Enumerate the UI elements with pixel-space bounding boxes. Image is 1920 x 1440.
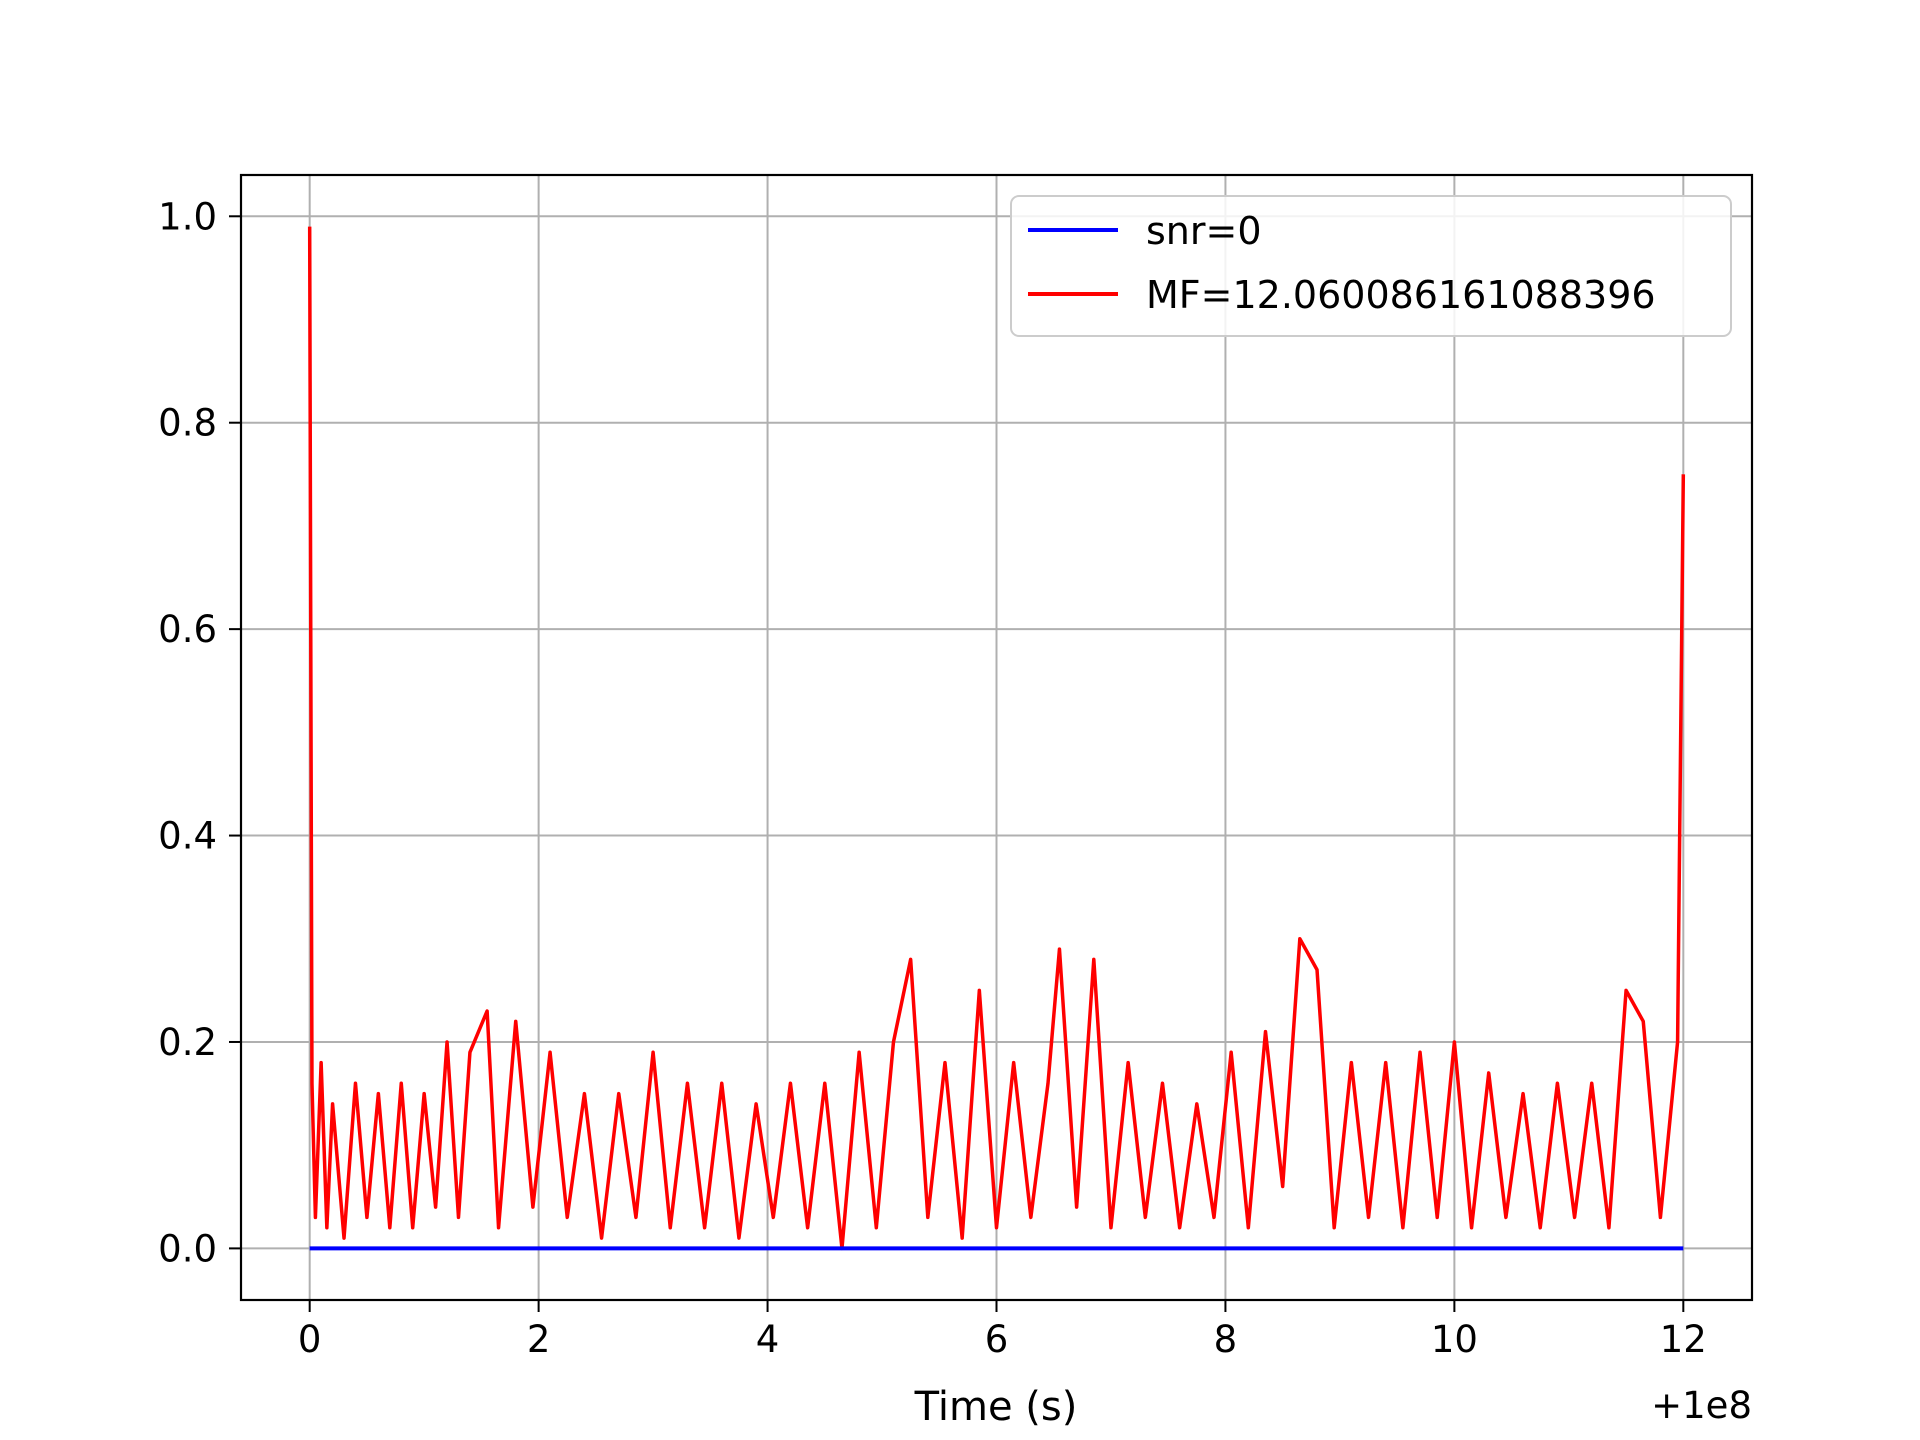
y-tick-label: 0.8 <box>158 402 217 445</box>
x-axis-ticks: 0 2 4 6 8 10 12 <box>298 1300 1707 1361</box>
series-line-mf <box>307 226 1686 1251</box>
y-tick-label: 0.2 <box>158 1021 217 1064</box>
x-tick-label: 8 <box>1214 1318 1238 1361</box>
y-tick-label: 0.0 <box>158 1227 217 1270</box>
x-tick-label: 12 <box>1660 1318 1707 1361</box>
y-tick-label: 0.4 <box>158 815 217 858</box>
x-tick-label: 0 <box>298 1318 322 1361</box>
legend-label-mf: MF=12.060086161088396 <box>1146 273 1656 317</box>
x-axis-offset-label: +1e8 <box>1651 1384 1752 1427</box>
y-tick-label: 1.0 <box>158 195 217 238</box>
legend: snr=0 MF=12.060086161088396 <box>1010 195 1732 337</box>
plot-lines <box>307 226 1686 1251</box>
x-tick-label: 6 <box>985 1318 1009 1361</box>
x-axis-label: Time (s) <box>914 1384 1078 1430</box>
x-tick-label: 4 <box>756 1318 780 1361</box>
legend-frame <box>1010 195 1732 337</box>
y-axis-ticks: 0.0 0.2 0.4 0.6 0.8 1.0 <box>158 195 241 1270</box>
legend-label-snr: snr=0 <box>1146 209 1262 253</box>
x-tick-label: 2 <box>527 1318 551 1361</box>
x-tick-label: 10 <box>1431 1318 1478 1361</box>
y-tick-label: 0.6 <box>158 608 217 651</box>
